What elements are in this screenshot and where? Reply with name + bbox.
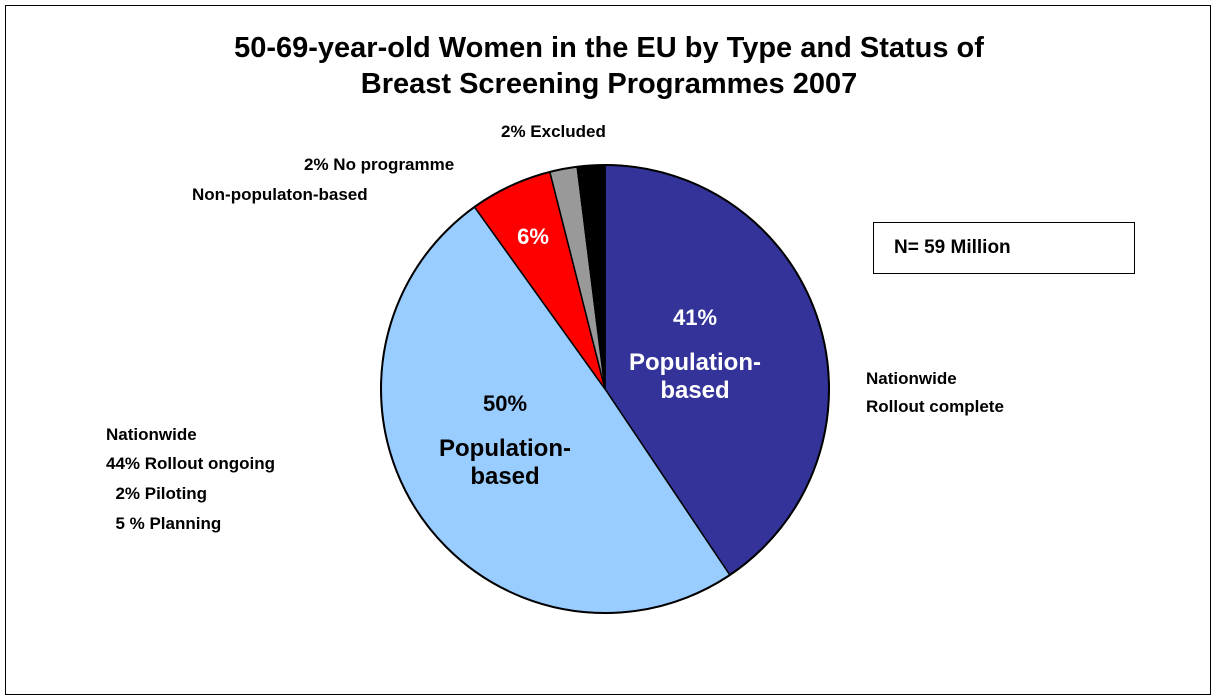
slice-label-1-line-1: 41%: [673, 305, 717, 330]
annotation-nationwide-complete-line-1: Nationwide: [866, 369, 957, 388]
annotation-nationwide-ongoing-line-1: Nationwide: [106, 425, 197, 444]
slice-label-1-line-2: Population-: [629, 349, 761, 376]
pie-outline: [380, 164, 830, 614]
chart-title-line-2: Breast Screening Programmes 2007: [360, 68, 858, 100]
n-box: N= 59 Million: [873, 222, 1135, 274]
annotation-nationwide-complete-line-2: Rollout complete: [866, 397, 1004, 416]
chart-title-line-1: 50-69-year-old Women in the EU by Type a…: [234, 32, 984, 64]
pie-chart: 41% Population-based 50% Population-based 6%: [380, 164, 830, 614]
slice-label-2-line-3: based: [470, 463, 539, 490]
slice-label-3-line-1: 6%: [517, 224, 549, 249]
annotation-nationwide-ongoing-line-4: 5 % Planning: [106, 514, 222, 533]
slice-label-2-line-1: 50%: [483, 391, 527, 416]
n-box-label: N= 59 Million: [894, 237, 1011, 258]
slice-label-1-line-3: based: [660, 377, 729, 404]
annotation-excluded: 2% Excluded: [501, 122, 606, 141]
annotation-nationwide-ongoing-line-3: 2% Piloting: [106, 484, 208, 503]
annotation-no-programme: 2% No programme: [304, 155, 455, 174]
annotation-non-population: Non-populaton-based: [192, 185, 368, 204]
slice-label-2-line-2: Population-: [439, 435, 571, 462]
annotation-nationwide-ongoing-line-2: 44% Rollout ongoing: [106, 454, 276, 473]
